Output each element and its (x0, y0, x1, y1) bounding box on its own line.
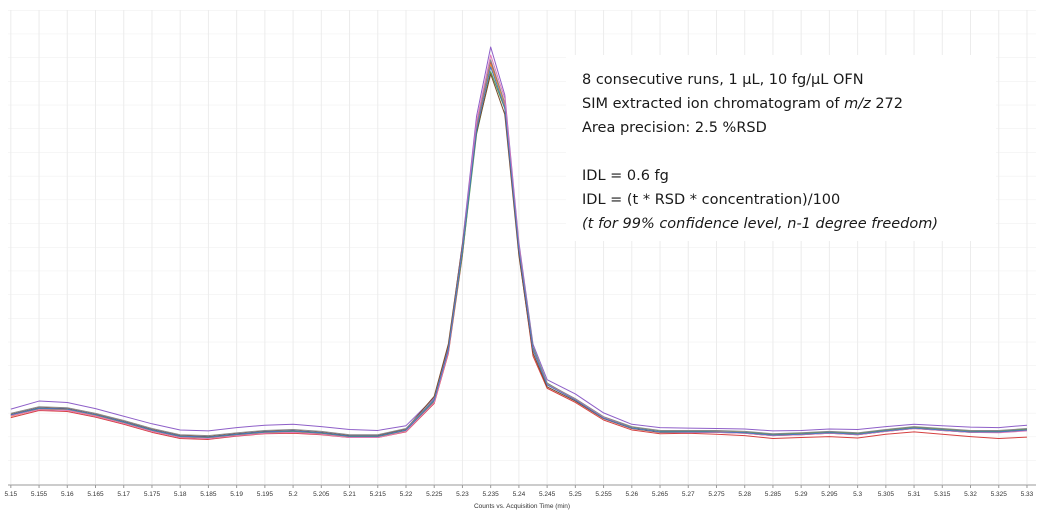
x-tick-label: 5.33 (1021, 491, 1034, 498)
series-line (10, 46, 1028, 432)
x-tick-label: 5.175 (144, 491, 161, 498)
x-tick-label: 5.165 (87, 491, 104, 498)
x-tick-label: 5.19 (230, 491, 243, 498)
x-tick-label: 5.285 (765, 491, 782, 498)
annotation: Area precision: 2.5 %RSD (582, 120, 767, 136)
x-tick-label: 5.17 (117, 491, 130, 498)
x-tick-label: 5.255 (595, 491, 612, 498)
x-tick-label: 5.205 (313, 491, 330, 498)
x-tick-label: 5.25 (569, 491, 582, 498)
x-tick-label: 5.225 (426, 491, 443, 498)
annotation-part: SIM extracted ion chromatogram of (582, 96, 844, 112)
lines (10, 46, 1028, 440)
annotation: 8 consecutive runs, 1 µL, 10 fg/µL OFN (582, 72, 864, 88)
x-tick-label: 5.195 (257, 491, 274, 498)
x-tick-label: 5.185 (200, 491, 217, 498)
x-tick-label: 5.31 (908, 491, 921, 498)
x-tick-label: 5.32 (964, 491, 977, 498)
annotation-part: (t for 99% confidence level, n-1 degree … (582, 216, 938, 232)
x-tick-label: 5.18 (174, 491, 187, 498)
annotation-part: IDL = 0.6 fg (582, 168, 669, 184)
series-line (10, 66, 1028, 438)
annotation-box (566, 55, 996, 241)
x-ticks: 5.15 5.155 5.16 5.165 5.17 5.175 5.18 5.185 5.19… (4, 485, 1034, 498)
x-tick-label: 5.3 (853, 491, 862, 498)
annotation-part: m/z (844, 96, 871, 112)
x-tick-label: 5.215 (370, 491, 387, 498)
x-tick-label: 5.275 (708, 491, 725, 498)
x-tick-label: 5.16 (61, 491, 74, 498)
x-tick-label: 5.2 (289, 491, 298, 498)
annotation: IDL = 0.6 fg (582, 168, 669, 184)
x-tick-label: 5.315 (934, 491, 951, 498)
x-tick-label: 5.29 (795, 491, 808, 498)
x-tick-label: 5.295 (821, 491, 838, 498)
x-tick-label: 5.305 (878, 491, 895, 498)
x-tick-label: 5.245 (539, 491, 556, 498)
x-tick-label: 5.325 (991, 491, 1008, 498)
x-tick-label: 5.235 (483, 491, 500, 498)
annotations: 8 consecutive runs, 1 µL, 10 fg/µL OFN SI… (582, 72, 938, 232)
x-tick-label: 5.155 (31, 491, 48, 498)
annotation-part: IDL = (t * RSD * concentration)/100 (582, 192, 840, 208)
x-tick-label: 5.22 (400, 491, 413, 498)
annotation: (t for 99% confidence level, n-1 degree … (582, 216, 938, 232)
x-axis-label: Counts vs. Acquisition Time (min) (474, 503, 570, 510)
x-tick-label: 5.23 (456, 491, 469, 498)
x-tick-label: 5.21 (343, 491, 356, 498)
annotation-part: 272 (871, 96, 903, 112)
x-tick-label: 5.26 (625, 491, 638, 498)
annotation: IDL = (t * RSD * concentration)/100 (582, 192, 840, 208)
annotation-part: Area precision: 2.5 %RSD (582, 120, 767, 136)
x-tick-label: 5.24 (513, 491, 526, 498)
annotation: SIM extracted ion chromatogram of m/z 27… (582, 96, 903, 112)
annotation-part: 8 consecutive runs, 1 µL, 10 fg/µL OFN (582, 72, 864, 88)
grid (10, 10, 1028, 484)
x-tick-label: 5.27 (682, 491, 695, 498)
x-tick-label: 5.15 (4, 491, 17, 498)
x-tick-label: 5.28 (738, 491, 751, 498)
x-tick-label: 5.265 (652, 491, 669, 498)
